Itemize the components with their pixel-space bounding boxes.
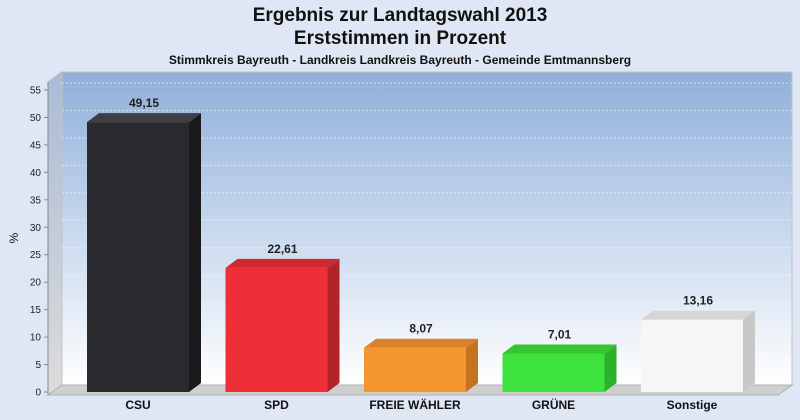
value-label: 7,01	[548, 328, 572, 342]
y-tick-label: 25	[30, 250, 42, 261]
bar-side	[327, 258, 340, 392]
bar-front	[364, 347, 466, 392]
y-tick-label: 40	[30, 168, 42, 179]
chart-caption: Stimmkreis Bayreuth - Landkreis Landkrei…	[168, 53, 632, 67]
y-tick-label: 10	[30, 333, 42, 344]
bar-front	[641, 319, 743, 392]
bar-side	[604, 344, 617, 392]
bar-top	[641, 310, 755, 320]
value-label: 22,61	[267, 242, 297, 256]
bar-side	[466, 338, 478, 392]
bar-top	[364, 338, 478, 348]
y-tick-label: 50	[30, 113, 42, 124]
title-block: Ergebnis zur Landtagswahl 2013 Erststimm…	[0, 4, 800, 67]
bars	[87, 113, 755, 392]
bar-side	[743, 310, 755, 392]
category-label: Sonstige	[667, 398, 718, 412]
bar	[87, 113, 201, 392]
y-tick-label: 5	[35, 360, 41, 371]
y-axis-label: %	[7, 232, 21, 243]
y-tick-label: 45	[30, 140, 42, 151]
y-tick-label: 30	[30, 223, 42, 234]
bar	[641, 310, 755, 392]
category-label: SPD	[264, 398, 289, 412]
chart-subtitle: Erststimmen in Prozent	[293, 28, 507, 49]
y-tick-label: 35	[30, 195, 42, 206]
value-label: 8,07	[409, 322, 433, 336]
plot-wall-left	[47, 71, 63, 396]
bar-side	[189, 113, 201, 392]
bar	[502, 344, 617, 392]
y-tick-label: 20	[30, 278, 42, 289]
value-label: 49,15	[129, 96, 159, 110]
category-labels: CSU SPD FREIE WÄHLER GRÜNE Sonstige	[125, 397, 717, 412]
chart-title: Ergebnis zur Landtagswahl 2013	[252, 5, 548, 26]
bar-front	[87, 122, 189, 392]
value-label: 13,16	[683, 294, 713, 308]
value-labels: 49,15 22,61 8,07 7,01 13,16	[129, 96, 713, 341]
bar-top	[87, 113, 201, 123]
bar-front	[502, 353, 605, 392]
category-label: GRÜNE	[532, 397, 575, 412]
bar-top	[502, 344, 617, 354]
bar-top	[225, 258, 340, 268]
y-tick-label: 15	[30, 305, 42, 316]
y-axis-ticks: 0 5 10 15 20 25 30 35 40 45 50 55	[30, 86, 48, 399]
bar-front	[225, 267, 328, 392]
bar	[225, 258, 340, 392]
bar	[364, 338, 478, 392]
category-label: FREIE WÄHLER	[369, 397, 461, 412]
y-tick-label: 0	[35, 388, 41, 399]
category-label: CSU	[125, 398, 150, 412]
y-tick-label: 55	[30, 86, 42, 97]
